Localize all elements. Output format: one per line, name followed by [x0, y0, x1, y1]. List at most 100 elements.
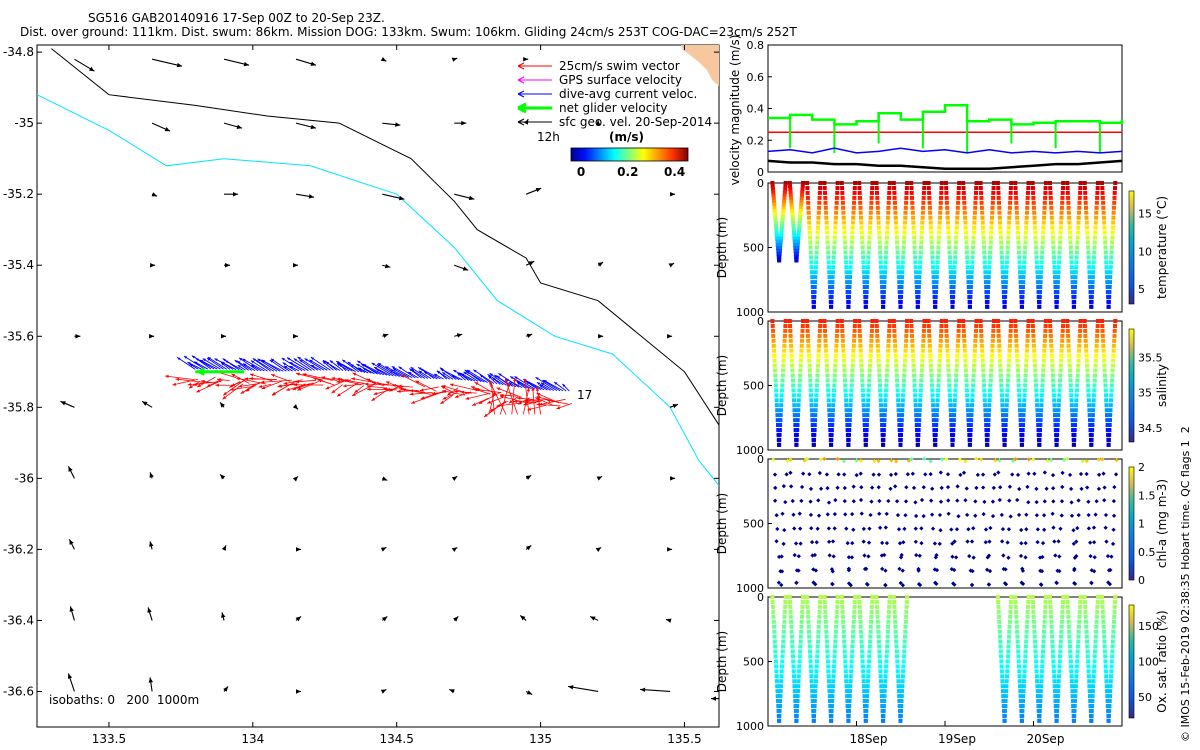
section-1-point	[901, 378, 906, 383]
section-1-point	[839, 319, 844, 323]
section-0-point	[823, 205, 828, 210]
swim-vector-23	[478, 391, 501, 405]
section-1-point	[861, 393, 866, 398]
section-3-point	[1021, 684, 1026, 689]
dac-vector-50-head	[391, 366, 396, 369]
section-1-point	[1037, 437, 1042, 442]
section-0-point	[1049, 210, 1054, 215]
section-1-point	[772, 358, 777, 363]
legend-label-gps: GPS surface velocity	[559, 73, 682, 87]
section-0-point	[1014, 210, 1019, 215]
section-1-point	[918, 398, 923, 403]
section-0-point	[945, 215, 950, 220]
section-0-point	[806, 210, 811, 215]
section-0-point	[1001, 285, 1006, 289]
section-0-point	[778, 246, 783, 250]
section-3-point	[904, 609, 909, 614]
section-1-point	[951, 423, 956, 427]
swim-vector-63-head	[352, 372, 357, 376]
section-3-point	[1107, 699, 1112, 703]
swim-vector-20	[483, 400, 507, 418]
swim-vector-44-head	[409, 392, 414, 396]
section-0-point	[1040, 250, 1045, 255]
section-1-point	[914, 408, 918, 413]
section-1-point	[1069, 403, 1074, 408]
section-0-point	[1042, 200, 1047, 205]
section-1-point	[1086, 393, 1091, 398]
section-1-point	[916, 437, 921, 442]
section-1-colorbar-tick-label-2: 35.5	[1138, 351, 1163, 364]
section-0-point	[894, 220, 898, 225]
section-0-point	[930, 260, 935, 265]
section-1-point	[919, 368, 924, 373]
swim-vector-east-1-head	[531, 387, 535, 391]
section-0-point	[832, 245, 837, 250]
section-1-point	[843, 383, 848, 388]
section-1-point	[1007, 358, 1012, 363]
section-0-point	[877, 235, 882, 240]
section-3-point	[894, 649, 899, 654]
section-1-point	[964, 383, 969, 388]
section-3-point	[1093, 644, 1098, 649]
dac-vector-50	[391, 365, 413, 379]
section-3-point	[790, 644, 795, 649]
section-0-point	[833, 225, 838, 230]
section-0-point	[916, 285, 921, 289]
time-tick-label-2: 20Sep	[1027, 732, 1065, 746]
section-1-point	[1083, 338, 1088, 343]
section-1-point	[777, 432, 782, 437]
section-1-y-tick-label-0: 0	[757, 315, 764, 328]
map-x-tick-label-0: 133.5	[92, 732, 126, 746]
section-1-point	[823, 328, 827, 333]
section-0-point	[1048, 190, 1053, 195]
section-3-point	[816, 639, 820, 644]
section-0-point	[829, 290, 834, 294]
section-3-point	[1109, 664, 1114, 669]
section-0-point	[914, 280, 919, 285]
section-1-point	[912, 378, 917, 383]
section-1-point	[1075, 368, 1080, 373]
section-1-point	[825, 383, 830, 388]
section-3-point	[816, 634, 821, 639]
section-0-point	[793, 246, 798, 250]
section-1-point	[1049, 343, 1054, 348]
dac-vector-72-head	[329, 360, 334, 364]
section-0-point	[987, 260, 992, 265]
section-1-point	[1005, 383, 1010, 388]
section-1-point	[831, 408, 835, 413]
section-3-point	[1101, 619, 1106, 624]
section-2-point	[1103, 512, 1109, 518]
section-3-point	[899, 708, 903, 713]
section-1-point	[947, 393, 952, 398]
section-0-point	[1022, 255, 1027, 260]
swim-vector-57-head	[371, 397, 376, 401]
section-3-point	[826, 674, 831, 679]
section-0-point	[1001, 275, 1005, 280]
section-3-point	[1025, 609, 1030, 614]
section-3-point	[1110, 654, 1115, 659]
swim-vector-109-head	[215, 383, 219, 387]
section-1-point	[1095, 324, 1100, 328]
section-1-point	[1043, 333, 1048, 338]
section-1-point	[858, 333, 862, 338]
section-2-point	[939, 485, 944, 491]
section-0-point	[1077, 210, 1081, 215]
section-1-point	[844, 398, 849, 403]
section-1-point	[900, 408, 905, 413]
section-3-point	[796, 679, 801, 684]
swim-vector-east-9	[488, 391, 496, 415]
section-2-point	[993, 458, 998, 463]
section-0-point	[1043, 181, 1048, 185]
section-0-point	[772, 208, 777, 213]
section-1-point	[852, 328, 857, 333]
section-3-point	[830, 689, 835, 694]
section-1-point	[1018, 423, 1023, 427]
section-3-point	[825, 644, 830, 649]
swim-vector-113-head	[197, 384, 202, 388]
section-0-point	[777, 258, 782, 263]
section-1-point	[991, 324, 996, 328]
section-0-point	[1092, 245, 1097, 250]
section-3-point	[1050, 639, 1055, 644]
section-1-point	[865, 418, 870, 423]
